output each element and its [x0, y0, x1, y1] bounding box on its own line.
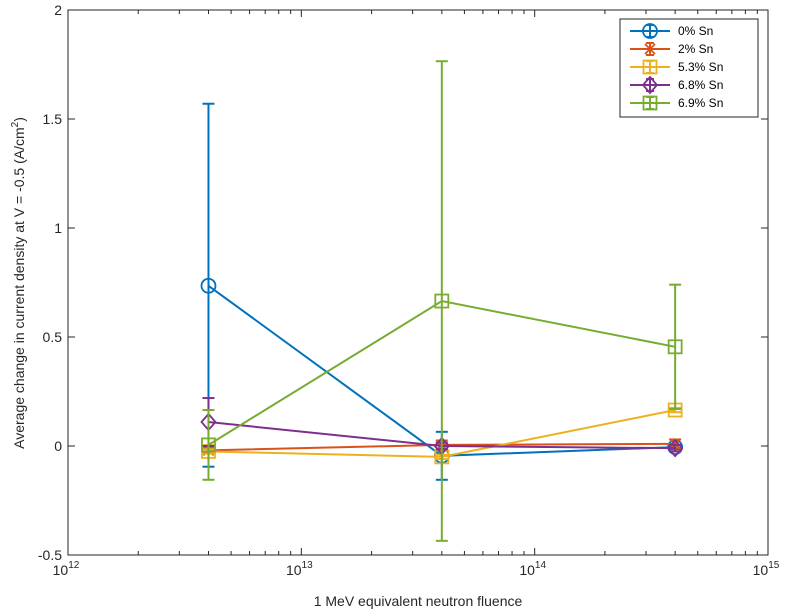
legend-entry: 6.9% Sn	[630, 95, 723, 111]
legend-label: 5.3% Sn	[678, 60, 723, 74]
legend-label: 6.9% Sn	[678, 96, 723, 110]
y-tick-label: 1.5	[43, 111, 63, 127]
y-tick-label: 0	[54, 438, 62, 454]
legend-marker	[642, 95, 658, 111]
y-tick-label: 0.5	[43, 329, 63, 345]
data-point	[201, 437, 216, 453]
series-5	[201, 60, 683, 542]
x-tick-label: 1015	[753, 560, 780, 578]
x-tick-label: 1014	[519, 560, 546, 578]
x-axis-label: 1 MeV equivalent neutron fluence	[314, 593, 523, 609]
legend-entry: 6.8% Sn	[630, 75, 723, 95]
y-axis-label: Average change in current density at V =…	[10, 117, 27, 449]
legend-marker	[644, 43, 656, 55]
series-line	[207, 299, 676, 446]
legend: 0% Sn 2% Sn 5.3% Sn 6.8% Sn 6.9% Sn	[619, 18, 759, 118]
y-tick-label: 1	[54, 220, 62, 236]
x-tick-label: 1012	[53, 560, 80, 578]
x-tick-label: 1013	[286, 560, 313, 578]
y-tick-label: -0.5	[38, 547, 62, 563]
data-point	[200, 277, 217, 294]
legend-label: 6.8% Sn	[678, 78, 723, 92]
data-point	[667, 339, 683, 355]
legend-label: 2% Sn	[678, 42, 713, 56]
legend-entry: 0% Sn	[630, 23, 713, 39]
legend-marker	[642, 23, 658, 39]
legend-label: 0% Sn	[678, 24, 713, 38]
series-layer	[200, 60, 684, 542]
data-point	[666, 438, 684, 458]
y-tick-label: 2	[54, 2, 62, 18]
axes-layer: -0.5 0 0.5 1 1.5 2 1012 1013 1014 1015	[38, 2, 780, 578]
axes-box	[67, 9, 769, 556]
legend-marker	[641, 75, 659, 95]
legend-marker	[642, 59, 658, 75]
data-point	[434, 293, 450, 309]
legend-entry: 5.3% Sn	[630, 59, 723, 75]
legend-entry: 2% Sn	[630, 42, 713, 56]
